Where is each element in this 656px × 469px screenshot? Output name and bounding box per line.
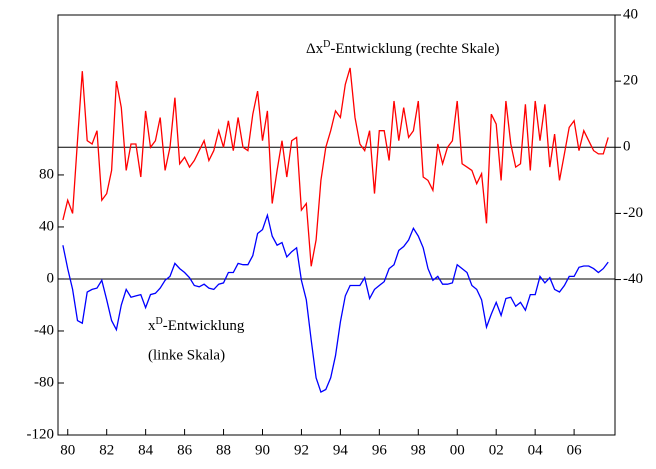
y-tick-label: -40 [34, 322, 54, 338]
y-tick-label: 80 [39, 166, 54, 182]
series-line [62, 212, 609, 394]
y2-tick-label: 20 [623, 73, 638, 89]
y-tick-label: -80 [34, 374, 54, 390]
y-tick-label: 0 [47, 270, 55, 286]
x-tick-label: 80 [60, 442, 75, 458]
y-tick-label: -120 [27, 426, 55, 442]
y2-tick-label: 40 [623, 6, 638, 22]
annotation: ΔxD-Entwicklung (rechte Skale) [306, 39, 500, 57]
y2-tick-label: 0 [623, 139, 631, 155]
y2-tick-label: -40 [623, 271, 643, 287]
x-tick-label: 00 [450, 442, 465, 458]
x-tick-label: 82 [99, 442, 114, 458]
y-tick-label: 40 [39, 218, 54, 234]
annotation: (linke Skala) [148, 347, 225, 363]
x-tick-label: 98 [411, 442, 426, 458]
x-tick-label: 06 [567, 442, 583, 458]
annotation: xD-Entwicklung [148, 316, 245, 334]
x-tick-label: 96 [372, 442, 388, 458]
x-tick-label: 04 [528, 442, 544, 458]
x-tick-label: 84 [138, 442, 154, 458]
x-tick-label: 86 [177, 442, 193, 458]
y2-tick-label: -20 [623, 205, 643, 221]
x-tick-label: 88 [216, 442, 231, 458]
x-tick-label: 94 [333, 442, 349, 458]
series-line [62, 67, 609, 267]
x-tick-label: 90 [255, 442, 270, 458]
x-tick-label: 92 [294, 442, 309, 458]
x-tick-label: 02 [489, 442, 504, 458]
plot-frame [57, 14, 616, 436]
